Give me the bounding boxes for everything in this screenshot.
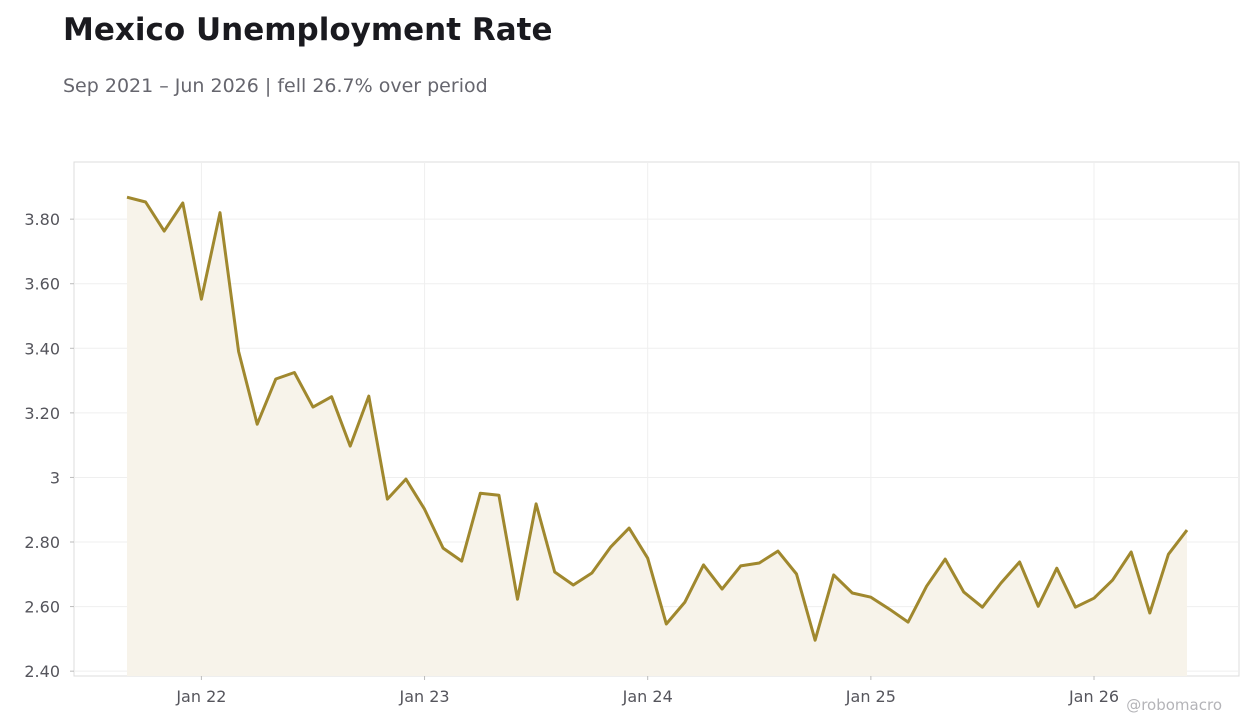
chart-subtitle: Sep 2021 – Jun 2026 | fell 26.7% over pe… xyxy=(63,75,488,97)
x-tick-label: Jan 26 xyxy=(1068,687,1119,706)
y-tick-label: 3.40 xyxy=(24,339,60,358)
y-tick-label: 2.40 xyxy=(24,662,60,681)
y-tick-label: 3 xyxy=(50,468,60,487)
area-fill xyxy=(127,197,1187,676)
y-tick-label: 2.60 xyxy=(24,598,60,617)
x-tick-label: Jan 24 xyxy=(622,687,673,706)
x-tick-label: Jan 23 xyxy=(398,687,449,706)
data-line xyxy=(126,195,1189,642)
watermark: @robomacro xyxy=(1126,696,1222,714)
x-tick-label: Jan 25 xyxy=(845,687,896,706)
y-tick-label: 3.60 xyxy=(24,275,60,294)
y-tick-label: 3.20 xyxy=(24,404,60,423)
chart-title: Mexico Unemployment Rate xyxy=(63,12,553,48)
y-tick-label: 2.80 xyxy=(24,533,60,552)
y-tick-label: 3.80 xyxy=(24,210,60,229)
x-tick-label: Jan 22 xyxy=(175,687,226,706)
